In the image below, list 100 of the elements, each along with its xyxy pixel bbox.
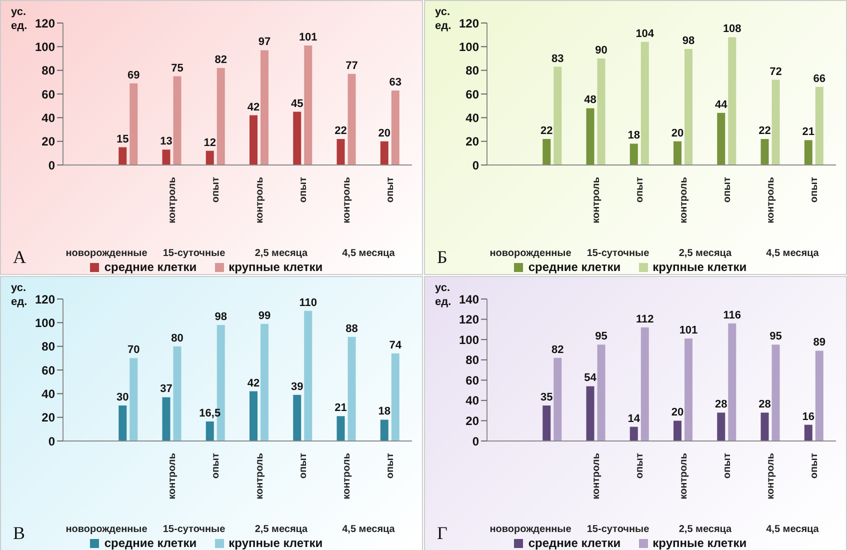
legend-label: средние клетки (527, 536, 621, 550)
text: новорожденные (490, 524, 572, 535)
text: 2,5 месяца (254, 524, 308, 535)
text: 4,5 месяца (766, 524, 820, 535)
data-label: 13 (160, 136, 172, 148)
data-label: 18 (378, 406, 390, 418)
data-label: 12 (204, 136, 216, 149)
data-label: 18 (628, 130, 640, 142)
text: А (13, 247, 26, 268)
legend-label: средние клетки (527, 260, 621, 274)
data-label: 112 (636, 313, 654, 326)
text: Б (437, 247, 448, 268)
data-label: 70 (128, 344, 140, 356)
text: 15-суточные (586, 524, 650, 535)
y-tick-label: 0 (472, 158, 480, 172)
y-tick-label: 80 (466, 64, 480, 78)
x-tick-label: опыт (210, 452, 222, 479)
x-tick-label: контроль (766, 453, 777, 500)
data-label: 98 (214, 311, 227, 324)
data-label: 75 (171, 62, 184, 74)
data-label: 48 (584, 94, 596, 106)
y-tick-label: 0 (48, 158, 56, 172)
legend-label: крупные клетки (652, 260, 747, 274)
data-label: 89 (813, 336, 826, 349)
data-label: 16,5 (199, 407, 221, 420)
data-label: 66 (813, 72, 826, 85)
data-label: 21 (802, 126, 814, 138)
y-tick-label: 80 (42, 340, 56, 354)
data-label: 82 (214, 54, 227, 66)
y-axis-title: ус. ед. (11, 5, 28, 33)
y-tick-label: 120 (34, 292, 56, 306)
data-label: 20 (671, 406, 684, 419)
x-tick-label: опыт (385, 452, 396, 479)
data-label: 101 (679, 324, 698, 337)
data-label: 35 (540, 392, 553, 404)
data-label: 82 (552, 344, 564, 356)
data-label: 98 (682, 35, 695, 48)
y-tick-label: 20 (466, 414, 480, 428)
data-label: 88 (346, 322, 358, 335)
text: В (13, 523, 26, 544)
data-label: 104 (636, 28, 655, 40)
data-label: 22 (334, 124, 347, 137)
data-label: 44 (715, 98, 728, 111)
data-label: 14 (628, 412, 641, 425)
text: 15-суточные (162, 248, 226, 259)
x-tick-label: опыт (298, 176, 309, 203)
y-tick-label: 100 (34, 316, 56, 330)
y-tick-label: 120 (34, 16, 56, 30)
x-tick-label: опыт (298, 452, 309, 479)
y-axis-title: ус. ед. (11, 281, 28, 309)
y-tick-label: 120 (458, 16, 480, 30)
y-axis-title: ус. ед. (435, 5, 452, 33)
data-label: 77 (346, 60, 358, 72)
data-label: 30 (116, 392, 129, 404)
x-tick-label: контроль (254, 177, 266, 224)
text: 4,5 месяца (342, 524, 396, 535)
data-label: 108 (722, 23, 742, 36)
y-tick-label: 80 (42, 64, 56, 78)
x-tick-label: контроль (167, 177, 178, 224)
y-tick-label: 140 (458, 292, 480, 306)
data-label: 97 (258, 36, 271, 48)
data-label: 80 (171, 332, 184, 344)
y-axis-title: ус. ед. (435, 281, 452, 309)
data-label: 20 (378, 127, 390, 140)
data-label: 42 (247, 101, 260, 114)
text: 2,5 месяца (678, 248, 732, 259)
text: новорожденные (66, 248, 148, 259)
data-label: 42 (247, 377, 260, 390)
data-label: 54 (584, 372, 598, 384)
x-tick-label: контроль (591, 453, 602, 500)
x-tick-label: опыт (210, 176, 222, 203)
data-label: 69 (128, 69, 140, 82)
data-label: 101 (298, 31, 318, 44)
data-label: 22 (540, 124, 553, 137)
legend-label: средние клетки (103, 260, 197, 274)
y-tick-label: 40 (466, 110, 480, 125)
text: 4,5 месяца (766, 248, 820, 259)
y-tick-label: 0 (48, 434, 56, 448)
y-tick-label: 100 (34, 40, 56, 54)
x-tick-label: опыт (722, 176, 733, 203)
x-tick-label: опыт (722, 452, 733, 479)
legend-label: крупные клетки (228, 260, 323, 274)
text: 15-суточные (162, 524, 226, 535)
y-tick-label: 100 (458, 332, 480, 347)
data-label: 110 (299, 296, 317, 309)
x-tick-label: контроль (591, 177, 602, 224)
data-label: 99 (258, 310, 271, 322)
text: Г (437, 523, 448, 544)
x-tick-label: контроль (254, 453, 266, 500)
y-tick-label: 100 (458, 40, 480, 54)
x-tick-label: опыт (809, 176, 820, 203)
data-label: 90 (595, 44, 608, 56)
legend-label: средние клетки (103, 536, 197, 550)
data-label: 45 (291, 98, 304, 110)
x-tick-label: опыт (634, 176, 646, 203)
x-tick-label: контроль (342, 177, 353, 224)
text: новорожденные (66, 524, 148, 535)
y-tick-label: 60 (466, 373, 480, 388)
legend-label: крупные клетки (228, 536, 323, 550)
data-label: 72 (770, 66, 782, 78)
